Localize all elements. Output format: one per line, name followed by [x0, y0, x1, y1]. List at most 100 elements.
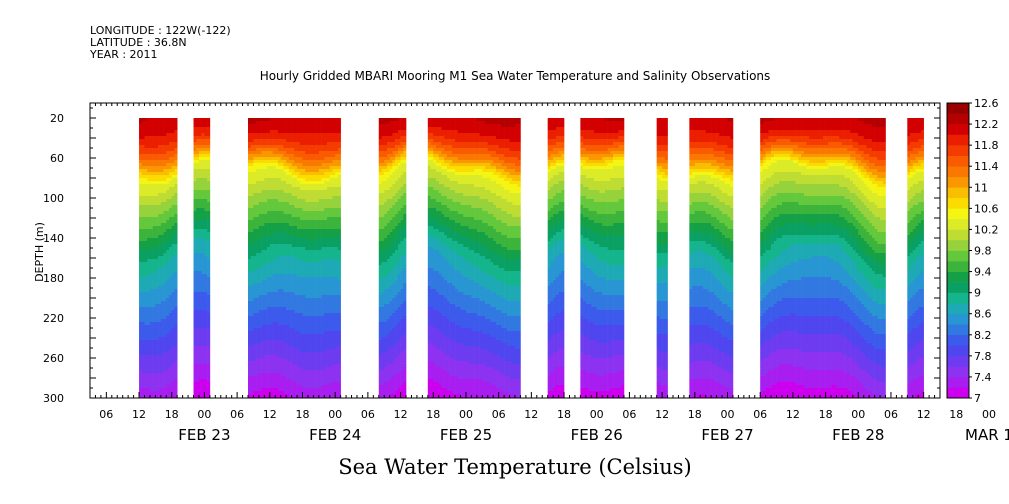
tick-marks — [89, 103, 941, 399]
colorbar-swatch — [947, 134, 969, 146]
colorbar-label: 9 — [974, 287, 981, 300]
data-segment — [656, 118, 668, 398]
x-tick-label: 00 — [459, 408, 473, 421]
x-tick-label: 12 — [132, 408, 146, 421]
data-segment — [547, 118, 565, 398]
data-segment — [248, 118, 341, 398]
longitude-label: LONGITUDE : 122W(-122) — [90, 24, 231, 37]
x-tick-label: 12 — [917, 408, 931, 421]
chart-title: Hourly Gridded MBARI Mooring M1 Sea Wate… — [259, 69, 771, 83]
colorbar-label: 8.2 — [974, 329, 992, 342]
colorbar-label: 9.8 — [974, 245, 992, 258]
colorbar-swatch — [947, 197, 969, 209]
colorbar-label: 11 — [974, 181, 988, 194]
colorbar-label: 10.2 — [974, 223, 999, 236]
x-tick-label: 12 — [786, 408, 800, 421]
y-tick-label: 100 — [43, 192, 64, 205]
colorbar-swatch — [947, 387, 969, 399]
colorbar-swatch — [947, 271, 969, 283]
date-label: FEB 24 — [309, 426, 361, 444]
chart-subtitle: Sea Water Temperature (Celsius) — [338, 455, 692, 479]
x-tick-label: 18 — [949, 408, 963, 421]
colorbar-swatch — [947, 239, 969, 251]
x-tick-label: 12 — [524, 408, 538, 421]
date-labels: FEB 23 FEB 24 FEB 25 FEB 26 FEB 27 FEB 28 MAR … — [178, 426, 1009, 444]
y-tick-label: 140 — [43, 232, 64, 245]
x-tick-label: 18 — [296, 408, 310, 421]
x-tick-label: 06 — [884, 408, 898, 421]
colorbar-swatch — [947, 187, 969, 199]
colorbar-swatch — [947, 282, 969, 293]
colorbar-label: 12.2 — [974, 118, 999, 131]
colorbar-label: 7 — [974, 392, 981, 405]
data-segment — [139, 118, 178, 398]
x-tick-label: 06 — [492, 408, 506, 421]
x-tick-label: 18 — [165, 408, 179, 421]
colorbar-label: 9.4 — [974, 266, 992, 279]
colorbar-swatch — [947, 261, 969, 272]
heatmap-data — [139, 118, 924, 398]
colorbar-label: 12.6 — [974, 97, 999, 110]
colorbar-label: 11.8 — [974, 139, 999, 152]
date-label: FEB 23 — [178, 426, 230, 444]
colorbar-swatch — [947, 218, 969, 230]
x-tick-label: 18 — [819, 408, 833, 421]
colorbar-swatch — [947, 208, 969, 220]
x-tick-label: 12 — [394, 408, 408, 421]
colorbar-label: 7.4 — [974, 371, 992, 384]
x-tick-label: 12 — [655, 408, 669, 421]
x-tick-label: 06 — [99, 408, 113, 421]
colorbar-swatch — [947, 303, 969, 315]
data-segment — [907, 118, 924, 398]
colorbar-swatch — [947, 250, 969, 262]
x-tick-label: 00 — [328, 408, 342, 421]
x-tick-label: 00 — [590, 408, 604, 421]
y-tick-label: 260 — [43, 352, 64, 365]
year-label: YEAR : 2011 — [90, 48, 158, 61]
data-segment — [689, 118, 734, 398]
colorbar-swatch — [947, 313, 969, 325]
colorbar-swatch — [947, 113, 969, 125]
x-tick-label: 00 — [851, 408, 865, 421]
colorbar-label: 10.6 — [974, 202, 999, 215]
colorbar-label: 8.6 — [974, 308, 992, 321]
data-segment — [193, 118, 211, 398]
colorbar-swatch — [947, 166, 969, 178]
date-label: FEB 27 — [701, 426, 753, 444]
colorbar-swatch — [947, 103, 969, 114]
colorbar-swatch — [947, 124, 969, 135]
date-label: FEB 28 — [832, 426, 884, 444]
x-tick-label: 00 — [721, 408, 735, 421]
y-tick-labels: 20 60 100 140 180 220 260 300 — [43, 112, 64, 405]
date-label: MAR 1 — [965, 426, 1009, 444]
data-segment — [427, 118, 521, 398]
y-tick-label: 180 — [43, 272, 64, 285]
x-tick-label: 18 — [557, 408, 571, 421]
x-tick-label: 06 — [361, 408, 375, 421]
colorbar-label: 11.4 — [974, 160, 999, 173]
y-tick-label: 20 — [50, 112, 64, 125]
y-tick-label: 220 — [43, 312, 64, 325]
x-tick-label: 12 — [263, 408, 277, 421]
data-segment — [760, 118, 886, 398]
colorbar-swatch — [947, 176, 969, 188]
x-tick-label: 00 — [982, 408, 996, 421]
x-tick-label: 18 — [688, 408, 702, 421]
x-tick-label: 06 — [230, 408, 244, 421]
data-segment — [580, 118, 625, 398]
colorbar-swatch — [947, 292, 969, 304]
colorbar-swatch — [947, 324, 969, 336]
colorbar-swatch — [947, 334, 969, 346]
colorbar-label: 7.8 — [974, 350, 992, 363]
x-tick-label: 00 — [197, 408, 211, 421]
colorbar-swatch — [947, 229, 969, 241]
colorbar-swatch — [947, 145, 969, 156]
latitude-label: LATITUDE : 36.8N — [90, 36, 187, 49]
colorbar-swatch — [947, 366, 969, 378]
date-label: FEB 25 — [440, 426, 492, 444]
x-tick-labels: 06 12 18 00 06 12 18 00 06 12 18 00 06 12 18 00 06 12 18 00… — [99, 408, 996, 421]
y-axis-label: DEPTH (m) — [33, 222, 46, 282]
y-tick-label: 300 — [43, 392, 64, 405]
colorbar-swatch — [947, 376, 969, 388]
